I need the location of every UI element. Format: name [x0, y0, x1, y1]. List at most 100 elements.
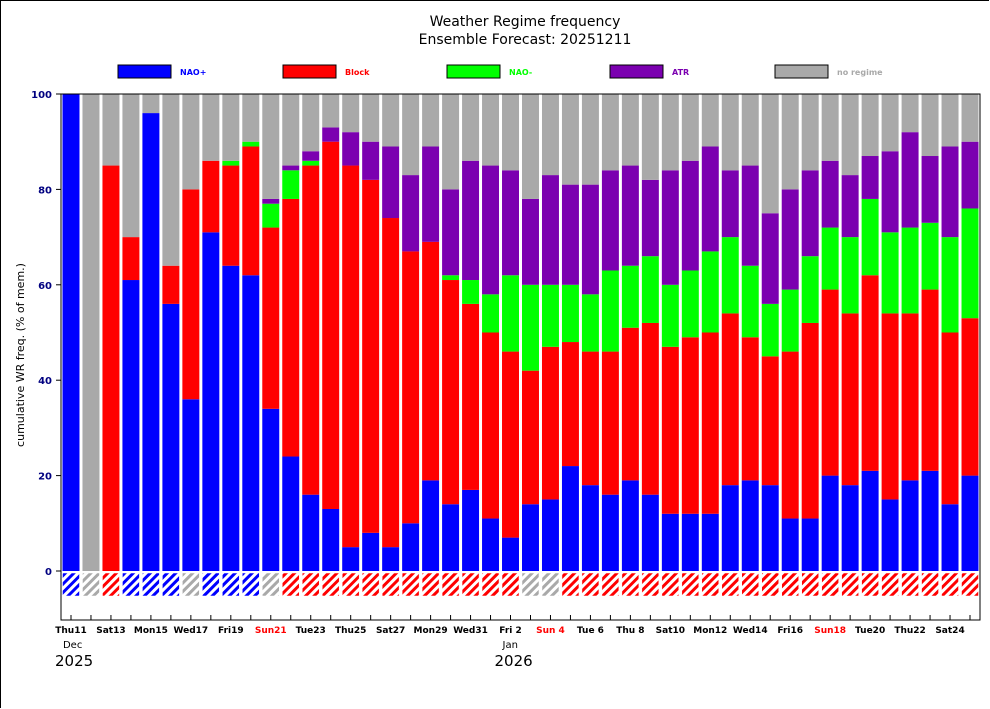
bars-layer [62, 94, 979, 572]
bar-segment-nao-plus-38 [821, 475, 839, 571]
dominant-marker-15 [361, 572, 380, 597]
bar-segment-nao-minus-23 [522, 284, 539, 371]
dominant-marker-6 [182, 572, 200, 597]
bar-segment-nao-minus-11 [282, 170, 300, 199]
bar-segment-nao-plus-44 [941, 504, 959, 571]
bar-segment-block-14 [342, 165, 360, 548]
legend-swatch [117, 64, 172, 79]
bar-segment-block-19 [442, 280, 460, 505]
bar-segment-no-regime-40 [861, 94, 879, 157]
dominant-marker-3 [122, 572, 140, 597]
legend-label: NAO- [509, 68, 532, 77]
bar-segment-atr-13 [322, 127, 340, 142]
bar-segment-atr-11 [282, 165, 300, 171]
bar-segment-block-24 [541, 346, 559, 500]
dominant-marker-38 [821, 572, 839, 597]
bar-segment-nao-minus-31 [681, 270, 699, 338]
bar-segment-nao-minus-44 [941, 237, 959, 333]
bar-segment-no-regime-24 [541, 94, 559, 176]
x-tick-label-36: Fri16 [777, 626, 803, 636]
bar-segment-block-13 [322, 141, 340, 509]
bar-segment-no-regime-35 [761, 94, 779, 214]
x-tick-label-28: Thu 8 [616, 626, 644, 636]
bar-segment-no-regime-38 [821, 94, 839, 161]
legend-label: Block [345, 68, 370, 77]
bar-segment-block-15 [362, 179, 380, 533]
legend-swatch [774, 64, 829, 79]
bar-segment-nao-plus-37 [801, 518, 819, 571]
bar-segment-nao-plus-12 [302, 494, 320, 571]
bar-segment-no-regime-10 [262, 94, 280, 199]
bar-segment-atr-22 [502, 170, 519, 276]
bar-segment-no-regime-7 [202, 94, 220, 161]
dominant-marker-43 [921, 572, 939, 597]
x-tick-label-40: Tue20 [855, 626, 885, 636]
bar-segment-nao-minus-34 [741, 265, 759, 338]
x-tick-label-26: Tue 6 [577, 626, 604, 636]
bar-segment-nao-plus-9 [242, 275, 260, 571]
bar-segment-atr-37 [801, 170, 819, 257]
dominant-marker-10 [262, 572, 280, 597]
legend-label: no regime [837, 68, 883, 77]
year-label-2025: 2025 [55, 652, 93, 670]
bar-segment-nao-minus-21 [482, 294, 500, 333]
bar-segment-nao-plus-26 [581, 485, 599, 571]
bar-segment-block-28 [621, 327, 639, 481]
dominant-marker-44 [941, 572, 959, 597]
bar-segment-nao-minus-28 [621, 265, 639, 328]
bar-segment-block-35 [761, 356, 779, 486]
bar-segment-nao-plus-3 [122, 280, 140, 571]
bar-segment-nao-minus-9 [242, 141, 260, 147]
bar-segment-nao-plus-13 [322, 508, 340, 571]
bar-segment-nao-plus-17 [402, 523, 420, 571]
legend-swatch [282, 64, 337, 79]
dominant-marker-30 [661, 572, 680, 597]
dominant-marker-41 [881, 572, 899, 597]
bar-segment-atr-23 [522, 198, 539, 285]
bar-segment-block-38 [821, 289, 839, 476]
x-tick-label-18: Mon29 [414, 626, 448, 636]
dominant-marker-13 [321, 572, 340, 597]
bar-segment-nao-minus-42 [901, 227, 919, 314]
bar-segment-nao-plus-31 [681, 513, 699, 571]
bar-segment-block-17 [402, 251, 420, 524]
bar-segment-block-34 [741, 337, 759, 481]
bar-segment-block-8 [222, 165, 240, 266]
bar-segment-no-regime-39 [841, 94, 859, 176]
bar-segment-nao-minus-29 [641, 256, 659, 323]
bar-segment-nao-minus-41 [881, 232, 899, 314]
bar-segment-nao-minus-36 [781, 289, 799, 352]
bar-segment-block-9 [242, 146, 260, 276]
dominant-marker-17 [401, 572, 420, 597]
y-tick-label-60: 60 [38, 281, 52, 292]
bar-segment-nao-plus-27 [601, 494, 619, 571]
bar-segment-block-21 [482, 332, 500, 519]
legend-item-nao-: NAO- [446, 64, 532, 79]
dominant-marker-5 [162, 572, 180, 597]
bar-segment-no-regime-1 [82, 94, 100, 571]
bar-segment-nao-plus-22 [502, 537, 519, 571]
x-tick-label-38: Sun18 [814, 626, 846, 636]
x-tick-label-0: Thu11 [55, 626, 86, 636]
bar-segment-no-regime-9 [242, 94, 260, 142]
bar-segment-block-20 [462, 303, 480, 490]
dominant-marker-37 [801, 572, 819, 597]
x-tick-label-14: Thu25 [335, 626, 366, 636]
bar-segment-atr-15 [362, 141, 380, 180]
bar-segment-nao-plus-30 [661, 513, 679, 571]
bar-segment-nao-minus-20 [462, 280, 480, 304]
bar-segment-nao-plus-11 [282, 456, 300, 571]
legend-label: NAO+ [180, 68, 206, 77]
y-tick-label-20: 20 [38, 472, 52, 483]
bar-segment-no-regime-31 [681, 94, 699, 161]
bar-segment-nao-plus-10 [262, 408, 280, 571]
bar-segment-block-39 [841, 313, 859, 486]
x-tick-label-22: Fri 2 [499, 626, 522, 636]
bar-segment-block-41 [881, 313, 899, 500]
bar-segment-block-31 [681, 337, 699, 514]
bar-segment-no-regime-30 [661, 94, 679, 171]
bar-segment-block-11 [282, 198, 300, 457]
bar-segment-nao-plus-5 [162, 303, 180, 571]
bar-segment-nao-minus-40 [861, 198, 879, 276]
